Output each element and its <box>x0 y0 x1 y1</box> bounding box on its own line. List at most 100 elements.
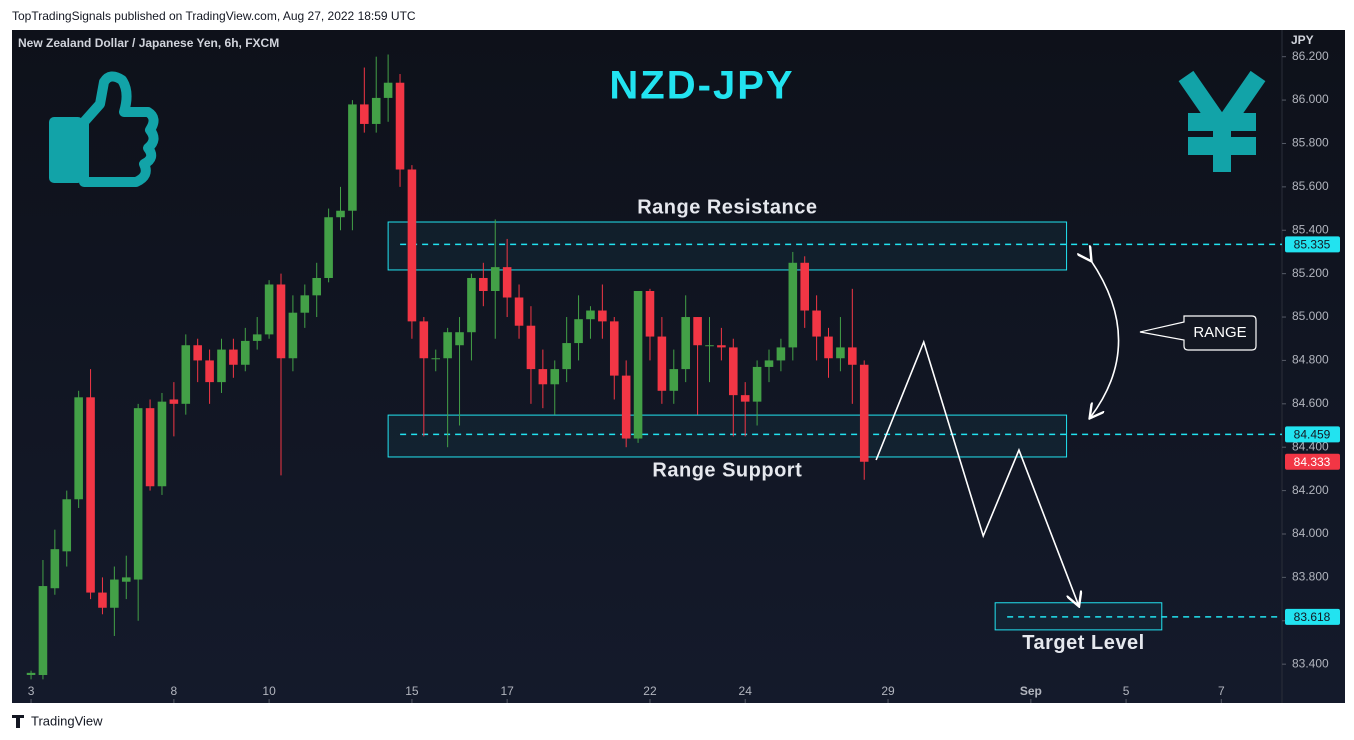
candle-body <box>26 672 36 676</box>
zone-label: Target Level <box>1022 632 1144 654</box>
y-tick-label: 84.600 <box>1292 396 1329 410</box>
candle-body <box>729 347 738 396</box>
candle-body <box>252 334 262 341</box>
candle-body <box>181 345 191 404</box>
chart-title: NZD-JPY <box>609 64 794 108</box>
y-tick-label: 84.200 <box>1292 483 1329 497</box>
price-tag <box>1285 236 1340 253</box>
candle-body <box>586 310 595 320</box>
candle-body <box>217 349 226 383</box>
callout-box <box>1139 315 1257 351</box>
candle-body <box>788 262 798 348</box>
x-tick-label: 8 <box>171 684 178 698</box>
price-tag <box>1285 608 1340 625</box>
symbol-label: New Zealand Dollar / Japanese Yen, 6h, F… <box>18 36 279 50</box>
candle-body <box>621 375 631 439</box>
y-tick-label: 85.400 <box>1292 222 1329 236</box>
candle-body <box>574 319 583 344</box>
candle-body <box>538 369 548 385</box>
x-tick-label: 15 <box>405 684 419 698</box>
candle-body <box>312 277 321 296</box>
candle-body <box>193 345 202 361</box>
candle-body <box>490 267 500 291</box>
price-tag-label: 85.335 <box>1294 238 1331 252</box>
x-tick-label: 7 <box>1218 684 1225 698</box>
y-tick-label: 84.000 <box>1292 526 1329 540</box>
candle-body <box>800 262 809 311</box>
candle-body <box>371 97 381 124</box>
candle-body <box>717 345 726 348</box>
candle-body <box>502 267 512 298</box>
candle-body <box>431 358 441 360</box>
zone-box <box>387 221 1068 271</box>
candle-body <box>752 366 762 402</box>
candle-body <box>859 364 869 462</box>
candle-body <box>383 82 393 98</box>
candle-body <box>348 104 357 211</box>
candle-body <box>324 217 333 278</box>
x-tick-label: 29 <box>881 684 895 698</box>
candle-body <box>776 347 786 361</box>
candle-body <box>86 397 95 593</box>
x-tick-label: 22 <box>643 684 657 698</box>
candle-body <box>812 310 821 337</box>
candle-body <box>598 310 607 322</box>
y-tick-label: 84.400 <box>1292 439 1329 453</box>
zone-label: Range Resistance <box>637 196 817 218</box>
candle-body <box>38 586 48 676</box>
x-tick-label: 3 <box>28 684 35 698</box>
candle-body <box>705 345 714 347</box>
last-price-label: 84.333 <box>1294 455 1331 469</box>
thumbs-up-icon <box>49 71 159 187</box>
x-tick-label: 24 <box>739 684 753 698</box>
candle-body <box>836 347 845 359</box>
candle-body <box>467 277 476 333</box>
candle-body <box>562 343 571 370</box>
y-tick-label: 84.800 <box>1292 353 1329 367</box>
candle-body <box>526 325 536 370</box>
candle-body <box>419 321 429 359</box>
candle-body <box>50 549 60 589</box>
x-tick-label: Sep <box>1020 684 1042 698</box>
candle-body <box>443 332 452 359</box>
y-tick-label: 85.600 <box>1292 179 1329 193</box>
zone-box <box>387 414 1068 458</box>
y-tick-label: 86.200 <box>1292 49 1329 63</box>
candle-body <box>681 317 690 370</box>
y-tick-label: 85.800 <box>1292 136 1329 150</box>
header: TopTradingSignals published on TradingVi… <box>12 9 416 23</box>
candle-body <box>264 284 274 335</box>
plot-background <box>12 30 1345 703</box>
price-tag <box>1285 426 1340 443</box>
candle-body <box>205 360 214 383</box>
x-tick-label: 10 <box>262 684 276 698</box>
y-tick-label: 83.800 <box>1292 570 1329 584</box>
candle-body <box>98 592 107 608</box>
candle-body <box>609 321 619 376</box>
candle-body <box>276 284 286 359</box>
candle-body <box>360 104 369 124</box>
currency-label: JPY <box>1291 33 1314 47</box>
candle-body <box>824 336 833 359</box>
footer-logo <box>12 715 24 728</box>
callout-label: RANGE <box>1193 324 1246 341</box>
y-tick-label: 83.400 <box>1292 656 1329 670</box>
zone-label: Range Support <box>652 459 802 481</box>
candle-body <box>229 349 238 365</box>
candle-body <box>74 397 83 500</box>
candle-body <box>550 369 560 385</box>
candle-body <box>157 401 167 487</box>
candle-body <box>121 577 131 582</box>
candle-body <box>62 499 72 552</box>
candle-body <box>633 290 643 439</box>
y-tick-label: 85.000 <box>1292 309 1329 323</box>
candle-body <box>479 277 488 291</box>
candle-body <box>145 408 155 487</box>
candle-body <box>848 347 857 365</box>
candle-body <box>455 332 464 346</box>
x-tick-label: 17 <box>500 684 514 698</box>
candle-body <box>169 399 179 404</box>
candle-body <box>764 360 774 367</box>
candle-body <box>241 340 250 365</box>
last-price-tag <box>1285 453 1340 470</box>
